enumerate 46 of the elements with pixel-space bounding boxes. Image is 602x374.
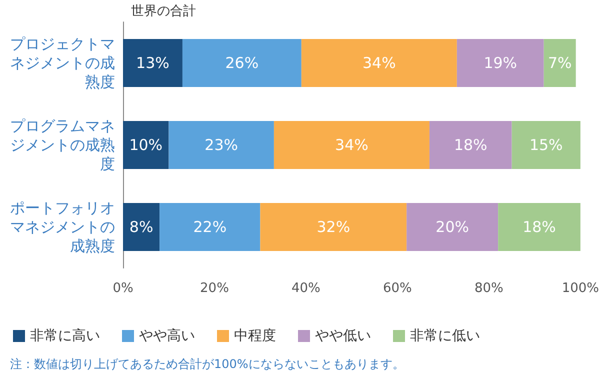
bar	[498, 203, 580, 251]
data-label: 8%	[129, 218, 154, 236]
bar	[544, 39, 576, 87]
bar	[168, 121, 274, 169]
x-tick-label: 80%	[474, 281, 504, 296]
data-label: 18%	[454, 136, 488, 154]
x-tick-label: 20%	[200, 281, 229, 296]
bar	[123, 203, 160, 251]
bar	[123, 39, 182, 87]
chart-title: 世界の合計	[131, 4, 196, 19]
y-tick-label: プロジェクトマネジメントの成熟度	[10, 35, 115, 91]
bar	[456, 39, 544, 87]
y-tick-label: ポートフォリオマネジメントの成熟度	[10, 199, 115, 255]
data-label: 18%	[522, 218, 556, 236]
data-label: 13%	[136, 54, 170, 72]
data-label: 20%	[436, 218, 470, 236]
x-tick-label: 40%	[292, 281, 320, 296]
data-label: 19%	[484, 54, 518, 72]
data-label: 7%	[548, 54, 572, 72]
legend-label: やや高い	[139, 328, 195, 344]
legend-label: 中程度	[234, 328, 276, 344]
bar	[123, 121, 169, 169]
legend-label: やや低い	[315, 328, 371, 344]
data-label: 26%	[225, 54, 259, 72]
data-label: 34%	[362, 54, 396, 72]
data-label: 15%	[529, 136, 563, 154]
x-tick-label: 0%	[112, 281, 134, 296]
bar	[301, 39, 457, 87]
bar	[512, 121, 580, 169]
bar	[274, 121, 430, 169]
data-label: 32%	[316, 218, 350, 236]
legend-label: 非常に高い	[30, 328, 100, 344]
bar	[182, 39, 302, 87]
text: 注：数値は切り上げてあるため合計が100%にならないこともあります。	[10, 357, 404, 371]
legend-label: 非常に低い	[410, 328, 480, 344]
data-label: 23%	[204, 136, 238, 154]
data-label: 34%	[335, 136, 368, 154]
data-label: 22%	[193, 218, 227, 236]
bar	[429, 121, 512, 169]
x-tick-label: 60%	[382, 281, 412, 296]
x-tick-label: 100%	[562, 281, 600, 296]
bar	[406, 203, 498, 251]
bar	[160, 203, 260, 251]
y-tick-label: プログラムマネジメントの成熟度	[10, 117, 115, 173]
data-label: 10%	[129, 136, 163, 154]
bar	[260, 203, 407, 251]
